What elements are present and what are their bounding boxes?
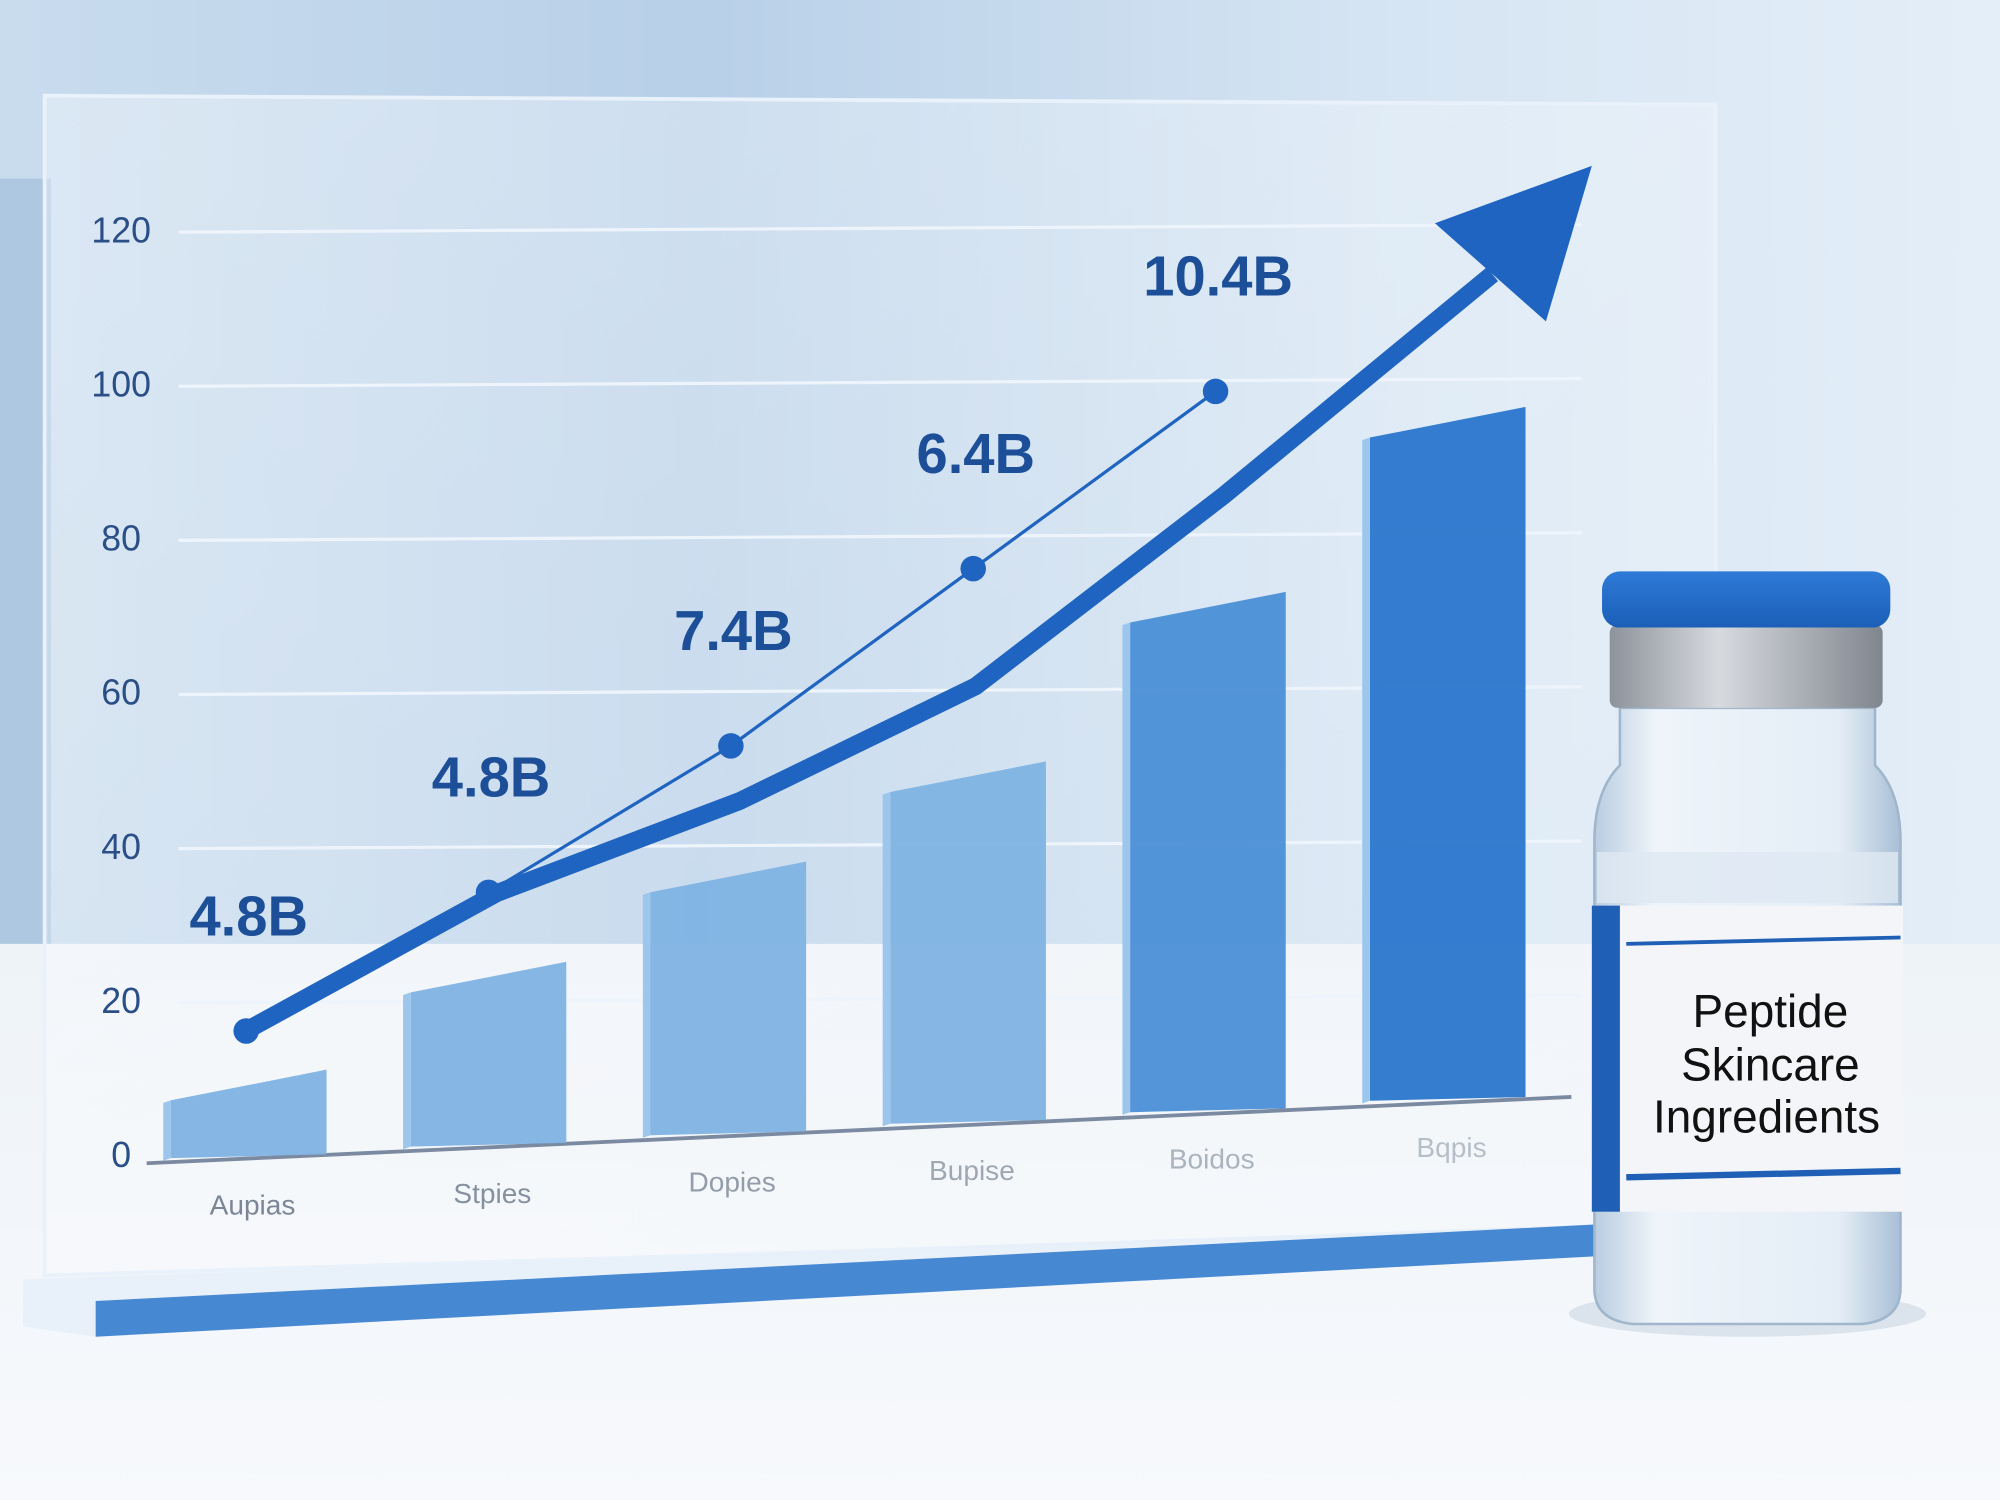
window-blur [0, 178, 52, 970]
data-point [475, 879, 502, 906]
data-point [960, 555, 986, 582]
bar-side [163, 1100, 171, 1161]
x-tick-label: Boidos [1169, 1143, 1255, 1174]
gridline [178, 531, 1582, 542]
data-label: 10.4B [1143, 245, 1293, 308]
vial-label-line-3: Ingredients [1653, 1091, 1880, 1143]
vial: Peptide Skincare Ingredients [1568, 571, 1927, 1337]
bar [170, 1069, 327, 1159]
bar-side [1362, 437, 1370, 1104]
data-label: 6.4B [916, 422, 1035, 485]
y-tick-label: 20 [101, 981, 141, 1021]
vial-label-line-2: Skincare [1681, 1038, 1860, 1090]
data-label: 7.4B [674, 599, 793, 662]
data-point [1202, 378, 1229, 405]
trend-arrow [241, 267, 1499, 1039]
x-tick-label: Bupise [929, 1155, 1015, 1186]
x-tick-label: Dopies [688, 1166, 775, 1197]
x-axis-labels: Aupias Stpies Dopies Bupise Boidos Bqpis [210, 1132, 1487, 1220]
gridline [178, 377, 1582, 388]
bar [890, 761, 1046, 1124]
x-tick-label: Aupias [210, 1189, 296, 1220]
data-point [718, 733, 744, 759]
bar [410, 961, 567, 1147]
y-tick-label: 100 [91, 364, 151, 404]
gridline [178, 222, 1582, 234]
bar-side [1122, 622, 1131, 1115]
vial-label-line-1: Peptide [1693, 985, 1849, 1037]
bar [650, 861, 807, 1136]
bars [163, 406, 1526, 1161]
x-tick-label: Stpies [453, 1178, 531, 1209]
y-axis-ticks: 0 20 40 60 80 100 120 [91, 210, 151, 1175]
y-tick-label: 80 [101, 519, 141, 559]
y-tick-label: 60 [101, 673, 141, 713]
data-point [233, 1018, 259, 1044]
data-label: 4.8B [432, 746, 551, 809]
y-tick-label: 120 [91, 210, 151, 250]
gridline [178, 839, 1582, 851]
bar [1130, 591, 1286, 1113]
line-series [233, 378, 1229, 1044]
data-label: 4.8B [189, 884, 308, 947]
y-tick-label: 40 [101, 827, 141, 867]
trend-arrow-head [1434, 165, 1592, 322]
data-labels: 4.8B 4.8B 7.4B 6.4B 10.4B [189, 245, 1293, 948]
gridline [178, 685, 1582, 697]
y-tick-label: 0 [111, 1135, 131, 1175]
bar-side [403, 992, 411, 1150]
bar-side [882, 792, 891, 1127]
vial-label [1591, 905, 1904, 1212]
x-axis-baseline [146, 1095, 1572, 1166]
x-tick-label: Bqpis [1416, 1132, 1486, 1163]
bar-side [642, 892, 651, 1138]
bar [1369, 406, 1526, 1101]
